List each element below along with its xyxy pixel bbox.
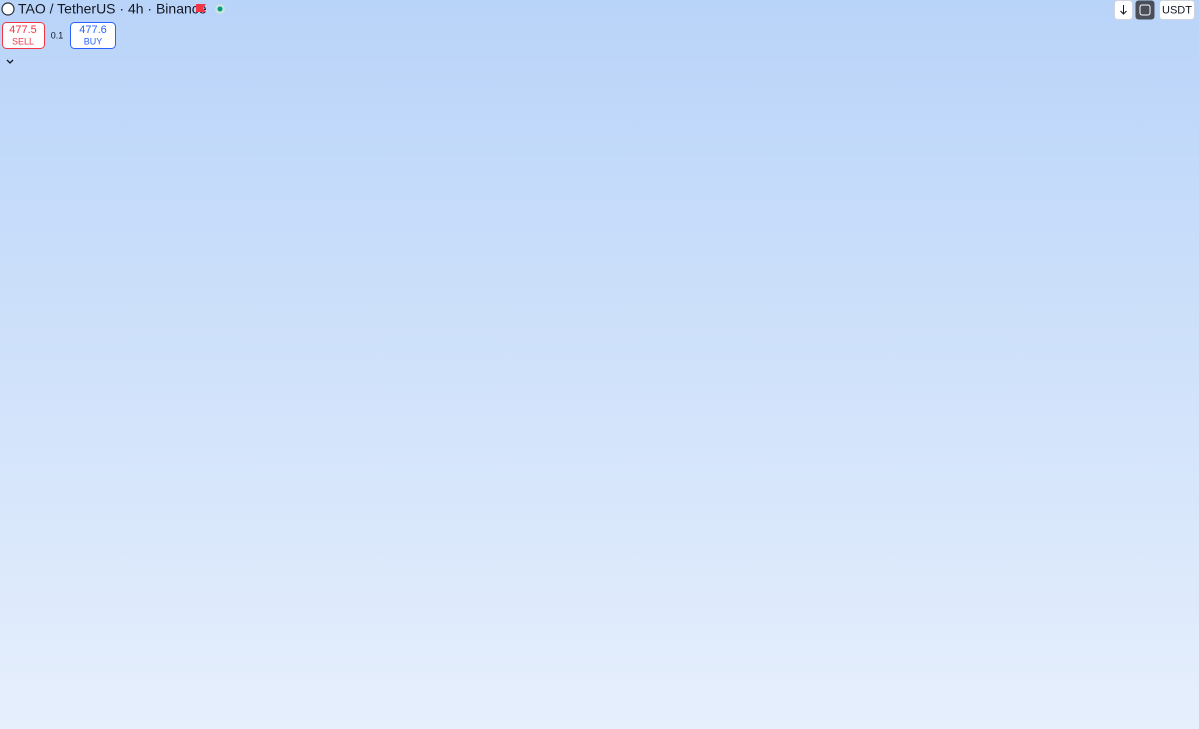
- buy-price: 477.6: [79, 24, 107, 36]
- auto-button[interactable]: [1135, 0, 1155, 20]
- buy-button[interactable]: [70, 22, 116, 49]
- sell-button[interactable]: [2, 22, 45, 49]
- sell-label: SELL: [12, 36, 34, 46]
- quantity[interactable]: 0.1: [51, 30, 64, 40]
- flag-icon[interactable]: [196, 4, 206, 12]
- chart-title: TAO / TetherUS · 4h · Binance: [18, 1, 207, 17]
- status-dot: [217, 6, 223, 12]
- auto-icon: [1139, 4, 1151, 16]
- arrow-icon: [1120, 5, 1127, 15]
- collapse-icon[interactable]: [6, 59, 14, 64]
- sell-price: 477.5: [9, 24, 37, 36]
- logo: [1, 2, 15, 16]
- currency: USDT: [1162, 4, 1192, 16]
- currency-button[interactable]: [1159, 0, 1195, 20]
- buy-label: BUY: [84, 36, 103, 46]
